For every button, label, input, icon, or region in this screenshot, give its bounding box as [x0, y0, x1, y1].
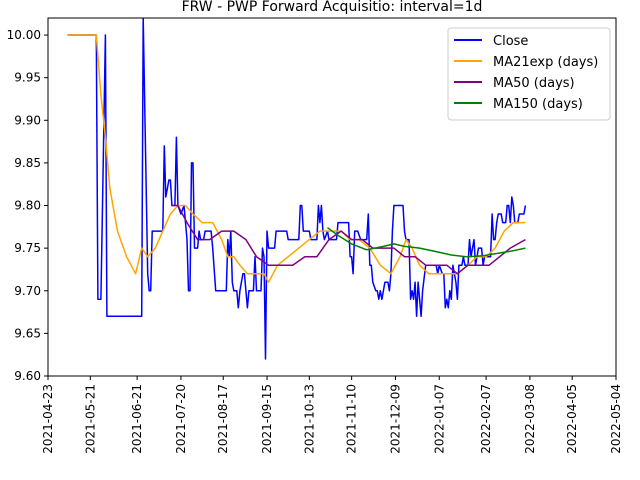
y-tick-label: 9.75: [14, 241, 41, 255]
y-tick-label: 9.80: [14, 199, 41, 213]
x-axis: 2021-04-23 2021-05-21 2021-06-21 2021-07-20…: [41, 376, 623, 454]
x-tick-label: 2021-05-21: [83, 384, 97, 454]
x-tick-label: 2021-10-13: [302, 384, 316, 454]
y-axis: 9.60 9.65 9.70 9.75 9.80 9.85 9.90 9.95 10.00: [7, 28, 48, 383]
legend-label-ma150-days: MA150 (days): [493, 97, 583, 112]
x-tick-label: 2021-11-10: [345, 384, 359, 454]
series-line-close: [67, 18, 527, 360]
x-tick-label: 2022-01-07: [432, 384, 446, 454]
legend: Close MA21exp (days) MA50 (days) MA150 (day…: [447, 27, 611, 121]
legend-label-ma21exp-days: MA21exp (days): [493, 55, 598, 70]
legend-box: [447, 27, 611, 121]
chart-title: FRW - PWP Forward Acquisitio: interval=1…: [182, 0, 483, 15]
y-tick-label: 9.70: [14, 284, 41, 298]
x-tick-label: 2021-07-20: [174, 384, 188, 454]
y-tick-label: 9.60: [14, 369, 41, 383]
x-tick-label: 2022-03-08: [523, 384, 537, 454]
plot-frame: [47, 17, 617, 377]
x-tick-label: 2022-02-07: [479, 384, 493, 454]
series-layer: [67, 18, 527, 360]
x-tick-label: 2021-09-15: [260, 384, 274, 454]
y-tick-label: 9.95: [14, 71, 41, 85]
x-tick-label: 2021-12-09: [388, 384, 402, 454]
y-tick-label: 9.65: [14, 326, 41, 340]
x-tick-label: 2021-06-21: [130, 384, 144, 454]
x-tick-label: 2021-08-17: [216, 384, 230, 454]
y-tick-label: 9.85: [14, 156, 41, 170]
y-tick-label: 10.00: [7, 28, 41, 42]
x-tick-label: 2022-04-05: [565, 384, 579, 454]
legend-label-ma50-days: MA50 (days): [493, 76, 575, 91]
x-tick-label: 2022-05-04: [609, 384, 623, 454]
series-line-ma150-days: [327, 227, 526, 258]
legend-label-close: Close: [493, 34, 528, 49]
series-line-ma50-days: [171, 204, 526, 275]
y-tick-label: 9.90: [14, 113, 41, 127]
x-tick-label: 2021-04-23: [41, 384, 55, 454]
